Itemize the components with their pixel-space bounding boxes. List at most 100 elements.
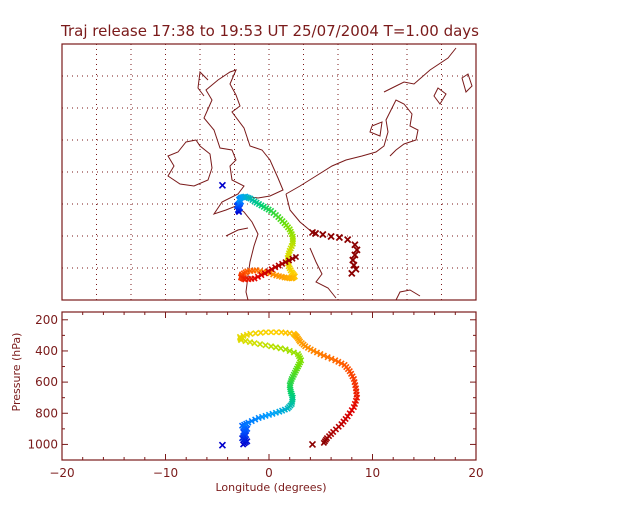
x-tick-label: 10 — [365, 466, 380, 480]
cross-section-point — [320, 439, 328, 447]
cross-section-point — [246, 338, 254, 346]
map-trajectory-point — [275, 272, 283, 280]
cross-section-point — [282, 346, 289, 353]
map-coastline — [167, 47, 473, 301]
cross-section-point — [277, 345, 284, 352]
map-trajectory-point — [281, 274, 288, 281]
x-axis-ticks: −20 −10 0 10 20 — [49, 312, 484, 480]
coastline-segment — [433, 87, 447, 105]
cross-section-point — [317, 350, 324, 358]
coastline-segment — [285, 99, 419, 195]
cross-section-point — [242, 337, 249, 345]
cross-section-point — [294, 350, 302, 358]
cross-section-point — [256, 341, 264, 348]
x-axis-label: Longitude (degrees) — [215, 481, 326, 494]
cross-section-point — [347, 370, 355, 377]
map-trajectory-point — [278, 260, 286, 267]
cross-section-point — [313, 349, 321, 356]
cross-section-point — [324, 354, 331, 361]
map-trajectory-point — [289, 255, 296, 262]
map-trajectory-point — [283, 274, 291, 281]
cross-section-point — [252, 416, 259, 423]
map-trajectory-point — [251, 275, 258, 282]
coastline-segment — [383, 47, 457, 93]
coastline-segment — [235, 205, 259, 301]
coastline-segment — [167, 139, 213, 187]
coastline-segment — [309, 247, 337, 299]
map-trajectory — [218, 181, 361, 283]
x-tick-label: −20 — [49, 466, 74, 480]
release-marker — [218, 441, 226, 449]
map-trajectory-point — [254, 273, 262, 280]
cross-section-point — [288, 392, 296, 399]
map-trajectory-point — [258, 271, 265, 279]
cross-section-point — [257, 329, 264, 336]
cross-section-point — [346, 368, 353, 375]
map-trajectory-point — [348, 269, 356, 278]
cross-section-point — [335, 358, 342, 366]
map-trajectory-point — [288, 230, 295, 238]
y-axis-ticks: 200 400 600 800 1000 — [27, 313, 476, 461]
map-trajectory-point — [287, 228, 294, 235]
map-trajectory-point — [351, 241, 359, 249]
map-trajectory-point — [273, 272, 280, 279]
release-marker — [218, 181, 226, 189]
chart-title: Traj release 17:38 to 19:53 UT 25/07/200… — [60, 22, 479, 40]
map-trajectory-point — [265, 268, 272, 275]
map-trajectory-point — [288, 275, 295, 282]
cross-section-point — [289, 394, 296, 401]
y-tick-label: 400 — [35, 344, 58, 358]
coastline-segment — [461, 73, 473, 93]
coastline-segment — [285, 193, 313, 233]
cross-section-point — [252, 330, 259, 337]
y-tick-label: 1000 — [27, 437, 58, 451]
cross-section-point — [290, 349, 298, 356]
map-trajectory-point — [286, 226, 293, 233]
cross-section-point — [286, 347, 293, 355]
map-grid — [62, 44, 476, 300]
cross-section-point — [304, 344, 312, 351]
map-trajectory-point — [268, 266, 275, 273]
coastline-segment — [369, 121, 383, 137]
map-trajectory-point — [344, 235, 352, 244]
coastline-segment — [225, 227, 249, 237]
cross-section-point — [262, 329, 270, 336]
cross-section-point — [267, 343, 275, 350]
y-tick-label: 800 — [35, 406, 58, 420]
cross-section-point — [310, 347, 317, 355]
cross-section-panel: −20 −10 0 10 20 200 400 600 800 1000 Longitude (… — [10, 311, 484, 494]
map-trajectory-point — [292, 253, 300, 261]
y-tick-label: 600 — [35, 375, 58, 389]
cross-section-point — [248, 417, 255, 425]
cross-section-point — [328, 355, 335, 362]
y-axis-label: Pressure (hPa) — [10, 333, 23, 412]
cross-section-point — [267, 329, 275, 336]
map-trajectory-point — [275, 262, 282, 269]
map-trajectory-point — [286, 274, 293, 282]
release-marker — [308, 228, 317, 236]
y-tick-label: 200 — [35, 313, 58, 327]
cross-section-point — [245, 419, 252, 426]
map-trajectory-point — [269, 271, 277, 278]
map-trajectory-point — [285, 257, 293, 264]
cross-section-point — [302, 343, 309, 350]
cross-section-point — [349, 373, 356, 380]
release-marker — [308, 440, 317, 448]
map-trajectory-point — [351, 251, 359, 259]
cross-section-point — [262, 342, 269, 349]
map-trajectory-point — [335, 233, 344, 242]
map-frame — [61, 43, 477, 301]
coastline-segment — [197, 70, 209, 97]
x-tick-label: 0 — [265, 466, 273, 480]
map-trajectory-point — [278, 273, 285, 280]
cross-section-point — [332, 357, 339, 364]
map-trajectory-point — [272, 264, 279, 271]
cross-section-point — [247, 330, 254, 337]
map-trajectory-point — [327, 232, 335, 241]
x-tick-label: 20 — [468, 466, 483, 480]
map-trajectory-point — [350, 261, 358, 269]
cross-section-point — [338, 360, 345, 367]
x-tick-label: −10 — [153, 466, 178, 480]
